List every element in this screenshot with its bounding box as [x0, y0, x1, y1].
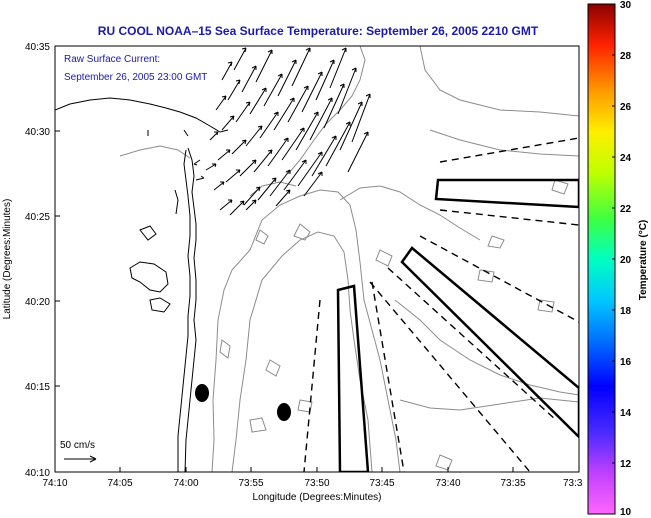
y-tick-label: 40:30: [25, 127, 50, 138]
colorbar-tick-label: 28: [620, 51, 632, 62]
scale-label: 50 cm/s: [60, 440, 95, 451]
colorbar-label: Temperature (°C): [638, 220, 649, 301]
coastline: [55, 97, 229, 472]
station-marker: [195, 384, 209, 402]
current-timestamp: September 26, 2005 23:00 GMT: [64, 72, 207, 83]
colorbar-tick-label: 24: [620, 153, 632, 164]
map-plot-area: [55, 46, 579, 472]
colorbar: [587, 3, 616, 515]
map-title: RU COOL NOAA–15 Sea Surface Temperature:…: [98, 24, 539, 38]
y-axis-label: Latitude (Degrees:Minutes): [2, 199, 13, 320]
radar-sector-wedges: [336, 178, 579, 472]
x-axis-label: Longitude (Degrees:Minutes): [253, 492, 382, 503]
colorbar-tick-label: 26: [620, 102, 632, 113]
y-tick-label: 40:10: [25, 468, 50, 479]
axis-tick-marks: [54, 45, 514, 473]
colorbar-tick-label: 22: [620, 204, 632, 215]
x-tick-label: 73:35: [500, 478, 525, 489]
x-tick-label: 74:10: [42, 478, 67, 489]
x-tick-label: 74:05: [107, 478, 132, 489]
radar-sector-lines: [303, 137, 579, 472]
station-marker: [277, 403, 291, 421]
colorbar-tick-label: 30: [620, 0, 632, 11]
y-tick-label: 40:20: [25, 297, 50, 308]
x-tick-label: 73:50: [304, 478, 329, 489]
x-tick-label: 74:00: [173, 478, 198, 489]
colorbar-tick-label: 16: [620, 357, 632, 368]
colorbar-tick-label: 20: [620, 255, 632, 266]
y-tick-label: 40:25: [25, 212, 50, 223]
y-tick-label: 40:35: [25, 42, 50, 53]
surface-current-vectors: [147, 47, 371, 216]
colorbar-tick-label: 14: [620, 408, 632, 419]
colorbar-tick-marks: [612, 3, 615, 464]
x-tick-label: 73:3: [563, 478, 583, 489]
current-label: Raw Surface Current:: [64, 54, 160, 65]
colorbar-tick-label: 10: [620, 507, 632, 518]
y-tick-label: 40:15: [25, 382, 50, 393]
colorbar-tick-label: 12: [620, 459, 632, 470]
x-tick-label: 73:40: [435, 478, 460, 489]
scale-arrow: [64, 455, 97, 463]
x-tick-label: 73:55: [238, 478, 263, 489]
x-tick-label: 73:45: [369, 478, 394, 489]
colorbar-tick-label: 18: [620, 306, 632, 317]
